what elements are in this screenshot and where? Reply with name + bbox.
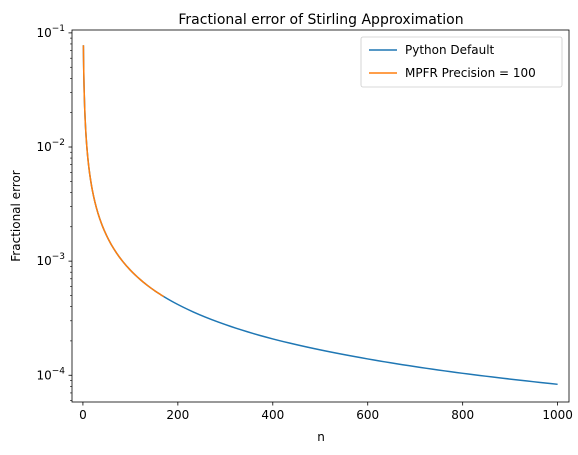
- y-axis: 10−4 10−3 10−2 10−1: [36, 24, 72, 401]
- x-axis: 0 200 400 600 800 1000: [79, 402, 573, 422]
- y-tick-label: 10−2: [36, 138, 65, 154]
- x-tick-label: 200: [166, 408, 189, 422]
- x-tick-label: 400: [261, 408, 284, 422]
- legend-label-mpfr: MPFR Precision = 100: [405, 66, 536, 80]
- legend-box: [360, 36, 563, 88]
- plot-area: [72, 30, 569, 402]
- series-layer: [82, 45, 558, 386]
- chart-title: Fractional error of Stirling Approximati…: [178, 12, 463, 28]
- y-tick-label: 10−4: [36, 366, 65, 382]
- x-tick-label: 800: [451, 408, 474, 422]
- x-tick-label: 1000: [542, 408, 573, 422]
- series-line-mpfr-precision-100: [82, 45, 165, 298]
- x-tick-label: 0: [79, 408, 87, 422]
- y-axis-label: Fractional error: [9, 170, 23, 262]
- y-tick-label: 10−3: [36, 252, 65, 268]
- legend-label-python-default: Python Default: [405, 43, 495, 57]
- x-tick-label: 600: [356, 408, 379, 422]
- x-axis-label: n: [317, 430, 325, 444]
- legend: Python Default MPFR Precision = 100: [360, 36, 563, 88]
- y-tick-label: 10−1: [36, 24, 65, 40]
- plot-frame: [71, 29, 570, 403]
